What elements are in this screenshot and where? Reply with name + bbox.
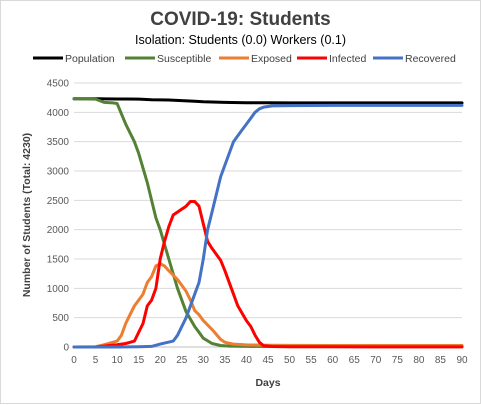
series-line-recovered bbox=[72, 103, 464, 349]
x-tick-label: 5 bbox=[93, 355, 99, 366]
x-tick-label: 10 bbox=[112, 355, 124, 366]
y-tick-label: 1000 bbox=[47, 284, 70, 295]
x-tick-label: 55 bbox=[306, 355, 318, 366]
x-tick-label: 30 bbox=[198, 355, 210, 366]
y-tick-label: 4500 bbox=[47, 79, 70, 90]
legend-label-recovered: Recovered bbox=[405, 53, 456, 65]
legend-label-susceptible: Susceptible bbox=[157, 53, 211, 65]
gridlines bbox=[74, 82, 462, 348]
y-tick-label: 500 bbox=[52, 313, 69, 324]
chart-subtitle: Isolation: Students (0.0) Workers (0.1) bbox=[135, 33, 346, 47]
x-tick-label: 20 bbox=[155, 355, 167, 366]
x-axis-ticks: 0 5 10 15 20 25 30 35 40 45 50 55 60 65 70 75 80 85 90 bbox=[71, 355, 468, 366]
legend-label-infected: Infected bbox=[329, 53, 367, 65]
legend: Population Susceptible Exposed Infected Reco… bbox=[33, 53, 456, 65]
y-tick-label: 3000 bbox=[47, 167, 70, 178]
x-tick-label: 75 bbox=[392, 355, 404, 366]
series-line-infected bbox=[72, 200, 464, 349]
x-tick-label: 0 bbox=[71, 355, 77, 366]
series-line-population bbox=[72, 97, 464, 105]
series-line-exposed bbox=[72, 262, 464, 349]
x-tick-label: 15 bbox=[133, 355, 145, 366]
legend-label-population: Population bbox=[65, 53, 115, 65]
x-tick-label: 60 bbox=[327, 355, 339, 366]
x-tick-label: 35 bbox=[219, 355, 231, 366]
x-tick-label: 45 bbox=[262, 355, 274, 366]
y-tick-label: 2500 bbox=[47, 196, 70, 207]
x-tick-label: 80 bbox=[413, 355, 425, 366]
x-tick-label: 50 bbox=[284, 355, 296, 366]
x-tick-label: 85 bbox=[435, 355, 447, 366]
y-tick-label: 0 bbox=[63, 343, 69, 354]
y-axis-ticks: 0 500 1000 1500 2000 2500 3000 3500 4000 4500 bbox=[47, 79, 70, 354]
y-tick-label: 2000 bbox=[47, 225, 70, 236]
chart-title: COVID-19: Students bbox=[150, 9, 331, 30]
x-tick-label: 65 bbox=[349, 355, 361, 366]
x-axis-title: Days bbox=[255, 377, 280, 389]
legend-label-exposed: Exposed bbox=[251, 53, 292, 65]
series-lines bbox=[72, 97, 464, 349]
y-tick-label: 4000 bbox=[47, 108, 70, 119]
y-tick-label: 3500 bbox=[47, 137, 70, 148]
x-tick-label: 25 bbox=[176, 355, 188, 366]
y-axis-title: Number of Students (Total: 4230) bbox=[21, 133, 33, 297]
x-tick-label: 70 bbox=[370, 355, 382, 366]
x-tick-label: 90 bbox=[456, 355, 468, 366]
x-tick-label: 40 bbox=[241, 355, 253, 366]
y-tick-label: 1500 bbox=[47, 255, 70, 266]
